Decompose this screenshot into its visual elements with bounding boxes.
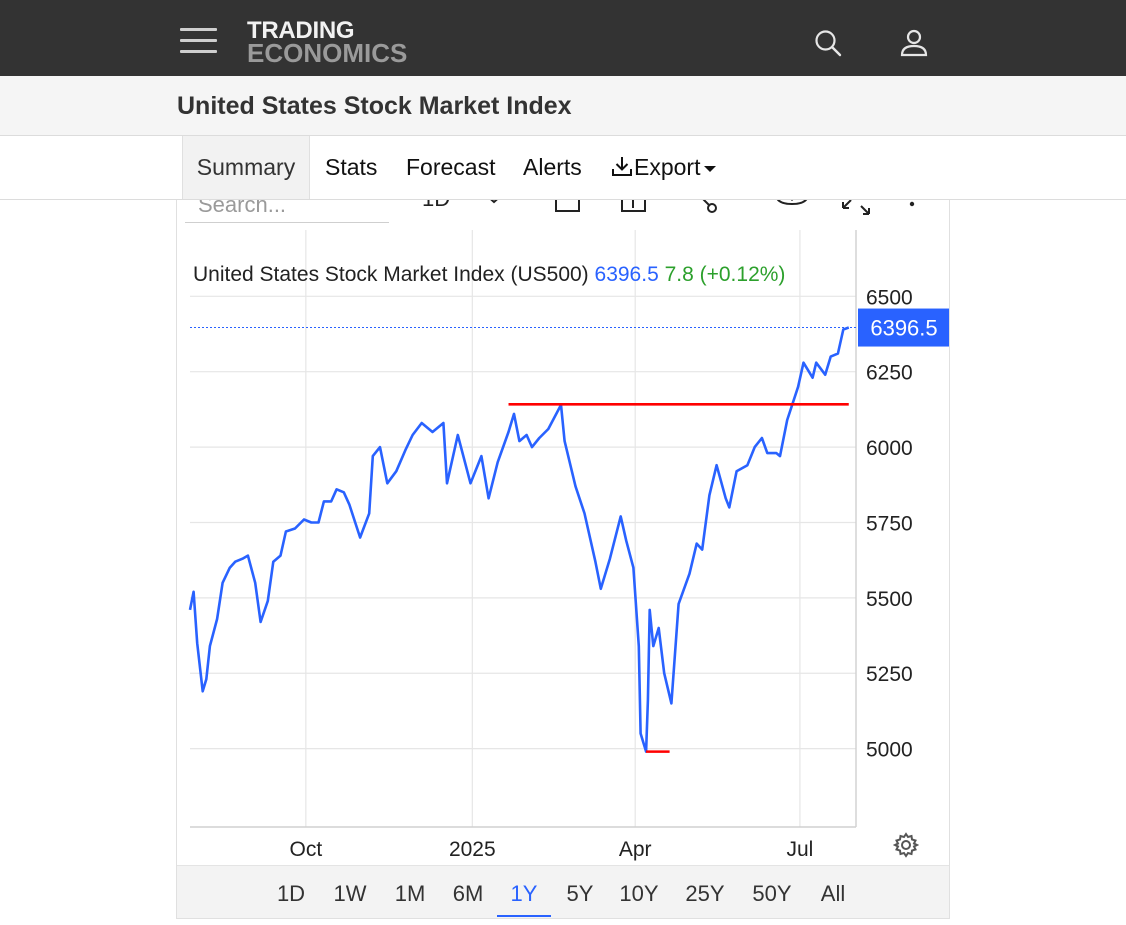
y-tick-label: 5250 bbox=[866, 663, 913, 686]
series-line bbox=[188, 326, 850, 753]
page-title: United States Stock Market Index bbox=[177, 92, 572, 120]
download-chart-icon[interactable] bbox=[774, 200, 810, 212]
tab-alerts[interactable]: Alerts bbox=[523, 154, 582, 180]
settings-gear-icon[interactable] bbox=[893, 832, 919, 858]
range-10y[interactable]: 10Y bbox=[619, 881, 659, 906]
legend-symbol: United States Stock Market Index (US500) bbox=[193, 263, 595, 286]
user-icon[interactable] bbox=[899, 28, 929, 58]
chart-legend: United States Stock Market Index (US500)… bbox=[193, 263, 785, 286]
range-1y[interactable]: 1Y bbox=[497, 866, 551, 917]
last-value-badge bbox=[858, 308, 949, 347]
site-logo[interactable]: TRADING ECONOMICS bbox=[247, 17, 408, 68]
price-chart[interactable]: 5000 5250 5500 5750 6000 6250 6500 Oct 2025 Apr Ju… bbox=[177, 200, 950, 865]
tab-bar: Summary Stats Forecast Alerts Export bbox=[0, 136, 1126, 200]
y-tick-label: 5500 bbox=[866, 588, 913, 611]
y-tick-label: 5000 bbox=[866, 739, 913, 762]
export-label: Export bbox=[634, 154, 701, 180]
draw-tool-icon[interactable] bbox=[698, 200, 720, 216]
chart-toolbar: Search... 1D bbox=[177, 200, 949, 230]
symbol-search-input[interactable]: Search... bbox=[185, 200, 389, 223]
y-tick-label: 5750 bbox=[866, 512, 913, 535]
tab-export[interactable]: Export bbox=[610, 136, 717, 199]
range-25y[interactable]: 25Y bbox=[685, 881, 725, 906]
chart-panel: 5000 5250 5500 5750 6000 6250 6500 Oct 2025 Apr Ju… bbox=[176, 200, 950, 919]
legend-change: 7.8 (+0.12%) bbox=[665, 263, 786, 286]
more-options-icon[interactable] bbox=[907, 200, 917, 214]
plot-area bbox=[190, 230, 856, 827]
tab-summary[interactable]: Summary bbox=[182, 136, 310, 199]
y-tick-label: 6500 bbox=[866, 286, 913, 309]
download-icon bbox=[612, 157, 632, 176]
fullscreen-icon[interactable] bbox=[841, 200, 871, 216]
range-50y[interactable]: 50Y bbox=[752, 881, 792, 906]
chart-type-icon[interactable] bbox=[554, 200, 582, 214]
range-selector: 1D 1W 1M 6M 1Y 5Y 10Y 25Y 50Y All bbox=[177, 865, 949, 918]
range-1d[interactable]: 1D bbox=[276, 881, 306, 906]
logo-line2: ECONOMICS bbox=[247, 38, 408, 68]
x-tick-label: Apr bbox=[619, 838, 652, 861]
range-1m[interactable]: 1M bbox=[394, 881, 426, 906]
title-bar: United States Stock Market Index bbox=[0, 76, 1126, 136]
indicator-icon[interactable] bbox=[620, 200, 648, 214]
range-6m[interactable]: 6M bbox=[452, 881, 484, 906]
tab-stats[interactable]: Stats bbox=[325, 154, 378, 180]
y-tick-label: 6000 bbox=[866, 437, 913, 460]
search-icon[interactable] bbox=[813, 28, 843, 58]
x-tick-label: Oct bbox=[289, 838, 322, 861]
cross-icon[interactable] bbox=[481, 200, 507, 208]
logo-line1: TRADING bbox=[247, 17, 355, 44]
y-tick-label: 6250 bbox=[866, 362, 913, 385]
range-1w[interactable]: 1W bbox=[333, 881, 367, 906]
legend-price: 6396.5 bbox=[595, 263, 665, 286]
menu-icon[interactable] bbox=[180, 26, 217, 56]
x-tick-label: 2025 bbox=[449, 838, 496, 861]
x-tick-label: Jul bbox=[786, 838, 813, 861]
range-all[interactable]: All bbox=[820, 881, 846, 906]
last-value-label: 6396.5 bbox=[870, 316, 937, 341]
interval-button[interactable]: 1D bbox=[422, 200, 450, 212]
top-header: TRADING ECONOMICS bbox=[0, 0, 1126, 76]
range-5y[interactable]: 5Y bbox=[566, 881, 594, 906]
tab-forecast[interactable]: Forecast bbox=[406, 154, 496, 180]
caret-down-icon bbox=[704, 165, 717, 172]
